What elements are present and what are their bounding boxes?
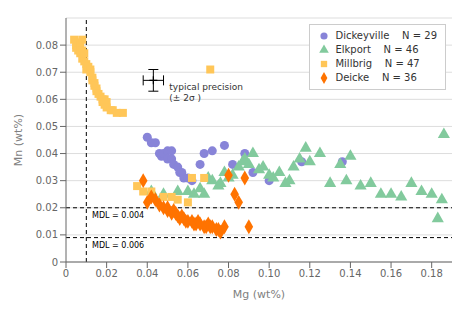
svg-text:0.08: 0.08 xyxy=(217,268,239,279)
svg-text:0.14: 0.14 xyxy=(339,268,361,279)
svg-text:0.06: 0.06 xyxy=(36,94,58,105)
svg-text:MDL = 0.006: MDL = 0.006 xyxy=(92,241,144,250)
svg-text:0.10: 0.10 xyxy=(258,268,280,279)
html-text:Deicke N = 36: Deicke N = 36 xyxy=(335,72,417,83)
svg-text:(± 2σ ): (± 2σ ) xyxy=(169,93,201,103)
svg-text:0.02: 0.02 xyxy=(36,202,58,213)
html-text:Elkport N = 46: Elkport N = 46 xyxy=(335,44,419,55)
svg-text:0.01: 0.01 xyxy=(36,229,58,240)
html-text:Dickeyville N = 29: Dickeyville N = 29 xyxy=(335,30,437,41)
svg-text:0.16: 0.16 xyxy=(380,268,402,279)
svg-text:0.02: 0.02 xyxy=(95,268,117,279)
svg-text:0.06: 0.06 xyxy=(177,268,199,279)
svg-text:0.04: 0.04 xyxy=(36,148,58,159)
svg-text:Mn (wt%): Mn (wt%) xyxy=(12,114,25,166)
svg-text:0: 0 xyxy=(52,257,58,268)
svg-text:0.03: 0.03 xyxy=(36,175,58,186)
svg-text:typical precision: typical precision xyxy=(169,82,243,92)
svg-text:0.07: 0.07 xyxy=(36,67,58,78)
svg-text:MDL = 0.004: MDL = 0.004 xyxy=(92,211,144,220)
svg-text:Mg (wt%): Mg (wt%) xyxy=(233,288,285,301)
svg-text:0.18: 0.18 xyxy=(421,268,443,279)
svg-text:0.04: 0.04 xyxy=(136,268,158,279)
svg-text:0.12: 0.12 xyxy=(299,268,321,279)
svg-text:0.05: 0.05 xyxy=(36,121,58,132)
html-text:Millbrig N = 47: Millbrig N = 47 xyxy=(335,58,420,69)
svg-text:0: 0 xyxy=(63,268,69,279)
svg-text:0.08: 0.08 xyxy=(36,40,58,51)
